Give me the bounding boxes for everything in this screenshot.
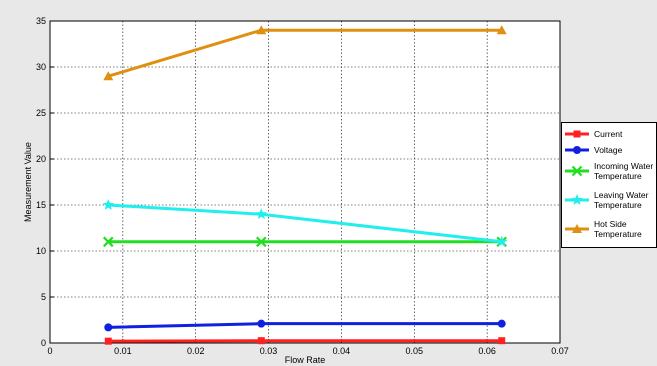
y-tick-label: 30 xyxy=(36,62,46,72)
x-tick-label: 0.02 xyxy=(187,346,205,356)
data-point-marker xyxy=(104,323,113,332)
series-hot-side-temperature xyxy=(103,25,507,81)
y-tick-label: 0 xyxy=(41,338,46,348)
legend-swatch-leaving-water-temperature xyxy=(565,194,589,205)
data-point-marker xyxy=(103,236,114,248)
data-point-marker xyxy=(573,130,581,138)
legend-item-current: Current xyxy=(564,127,654,141)
y-tick-label: 35 xyxy=(36,16,46,26)
legend-label: Leaving Water Temperature xyxy=(594,190,649,210)
legend: Current Voltage Incoming Water Temperatu… xyxy=(561,122,657,248)
legend-label: Hot Side Temperature xyxy=(594,219,642,239)
data-point-marker xyxy=(571,165,583,177)
y-tick-label: 10 xyxy=(36,246,46,256)
data-point-marker xyxy=(102,199,114,210)
series-group xyxy=(102,25,508,345)
legend-item-leaving-water-temperature: Leaving Water Temperature xyxy=(564,190,654,210)
x-tick-label: 0.03 xyxy=(260,346,278,356)
x-tick-label: 0.04 xyxy=(333,346,351,356)
legend-swatch-incoming-water-temperature xyxy=(565,165,589,177)
data-point-marker xyxy=(571,194,583,205)
data-point-marker xyxy=(496,25,507,35)
series-current xyxy=(104,337,506,345)
legend-swatch-voltage xyxy=(565,146,589,154)
x-tick-label: 0.05 xyxy=(406,346,424,356)
data-point-marker xyxy=(103,71,114,81)
legend-label: Incoming Water Temperature xyxy=(594,161,654,181)
legend-swatch-current xyxy=(565,130,589,138)
y-tick-label: 15 xyxy=(36,200,46,210)
x-tick-label: 0.07 xyxy=(551,346,569,356)
series-voltage xyxy=(104,319,506,332)
y-tick-label: 20 xyxy=(36,154,46,164)
data-point-marker xyxy=(257,337,265,345)
data-point-marker xyxy=(256,25,267,35)
y-tick-label: 25 xyxy=(36,108,46,118)
data-point-marker xyxy=(257,319,266,328)
data-point-marker xyxy=(256,236,267,248)
data-point-marker xyxy=(255,208,267,220)
y-tick-label: 5 xyxy=(41,292,46,302)
data-point-marker xyxy=(497,319,506,328)
x-tick-label: 0.01 xyxy=(114,346,132,356)
legend-item-hot-side-temperature: Hot Side Temperature xyxy=(564,219,654,239)
data-point-marker xyxy=(496,235,508,247)
x-tick-label: 0.06 xyxy=(478,346,496,356)
series-leaving-water-temperature xyxy=(102,199,508,247)
x-axis-label: Flow Rate xyxy=(285,355,326,365)
legend-item-voltage: Voltage xyxy=(564,143,654,157)
x-tick-label: 0 xyxy=(47,346,52,356)
data-point-marker xyxy=(573,146,581,154)
y-axis-label: Measurement Value xyxy=(23,142,33,222)
legend-label: Current xyxy=(594,129,623,139)
legend-item-incoming-water-temperature: Incoming Water Temperature xyxy=(564,161,654,181)
legend-swatch-hot-side-temperature xyxy=(565,224,589,233)
axis-ticks: 0 0.01 0.02 0.03 0.04 0.05 0.06 0.07 0 5 10 15 20 25 3… xyxy=(36,16,569,356)
legend-label: Voltage xyxy=(594,145,623,155)
data-point-marker xyxy=(572,224,582,233)
data-point-marker xyxy=(104,337,112,345)
plot-area xyxy=(49,20,561,344)
data-point-marker xyxy=(498,337,506,345)
